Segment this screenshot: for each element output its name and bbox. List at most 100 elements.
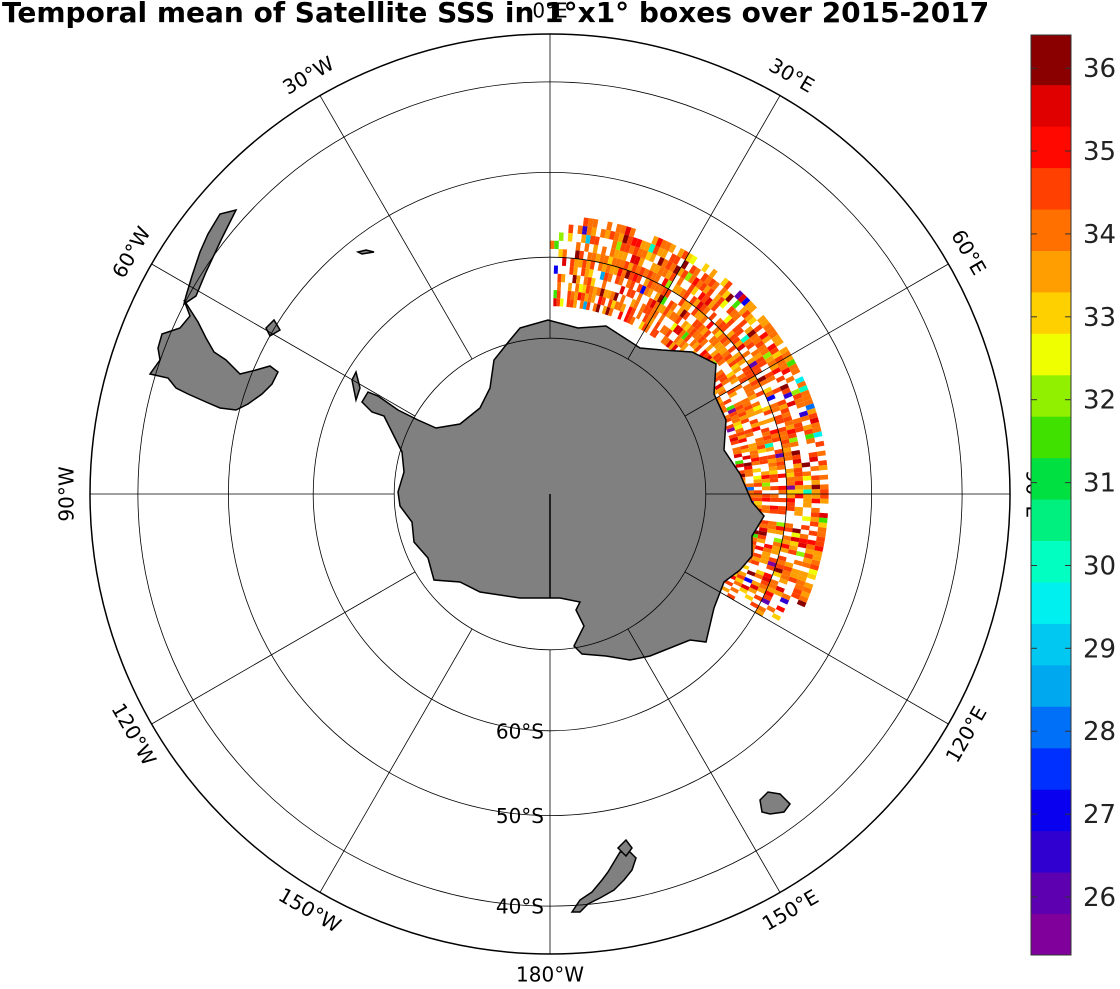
sss-cell <box>778 489 787 494</box>
sss-cell <box>801 561 811 569</box>
sss-cell <box>668 253 677 263</box>
sss-cell <box>753 497 763 502</box>
sss-cell <box>616 267 624 277</box>
sss-cell <box>789 540 799 547</box>
sss-cell <box>802 557 813 564</box>
sss-cell <box>613 266 620 276</box>
sss-cell <box>767 359 777 368</box>
sss-cell <box>719 375 728 383</box>
sss-cell <box>734 424 743 431</box>
sss-cell <box>622 234 629 244</box>
sss-cell <box>737 570 747 577</box>
sss-cell <box>636 248 644 258</box>
figure-title: Temporal mean of Satellite SSS in 1°x1° … <box>2 0 990 29</box>
sss-cell <box>757 343 767 353</box>
colorbar-tick-label: 30 <box>1083 552 1116 582</box>
sss-cell <box>781 443 791 449</box>
parallel-label: 60°S <box>496 719 544 743</box>
sss-cell <box>583 276 589 286</box>
sss-cell <box>740 444 749 450</box>
sss-cell <box>778 485 787 490</box>
sss-cell <box>803 498 812 504</box>
sss-cell <box>812 554 822 562</box>
sss-cell <box>763 438 773 445</box>
sss-cell <box>762 486 771 491</box>
sss-cell <box>749 332 759 342</box>
sss-cell <box>573 291 579 300</box>
sss-cell <box>757 605 767 613</box>
sss-cell <box>740 334 750 344</box>
sss-cell <box>818 464 828 471</box>
sss-cell <box>599 288 605 297</box>
meridian-label: 180°W <box>516 963 584 987</box>
sss-cell <box>681 342 690 351</box>
sss-cell <box>758 583 768 591</box>
sss-cell <box>714 317 724 327</box>
sss-cell <box>636 292 644 302</box>
sss-cell <box>610 300 617 309</box>
sss-cell <box>689 255 698 265</box>
sss-cell <box>627 262 634 272</box>
sss-cell <box>787 432 797 439</box>
sss-cell <box>613 292 620 302</box>
sss-cell <box>761 482 771 487</box>
sss-cell <box>767 560 777 568</box>
sss-cell <box>747 442 757 449</box>
sss-cell <box>698 282 708 292</box>
sss-cell <box>742 383 752 391</box>
sss-cell <box>767 458 777 464</box>
sss-cell <box>789 572 799 580</box>
sss-cell <box>729 436 739 443</box>
sss-cell <box>802 586 812 594</box>
sss-cell <box>633 255 641 266</box>
sss-cell <box>753 367 763 376</box>
sss-cell <box>652 310 660 320</box>
sss-cell <box>679 288 687 298</box>
sss-cell <box>719 299 729 309</box>
sss-cell <box>764 355 775 364</box>
sss-cell <box>749 418 759 425</box>
sss-cell <box>592 286 598 296</box>
sss-cell <box>670 302 678 312</box>
sss-cell <box>663 337 671 346</box>
sss-cell <box>786 476 795 482</box>
sss-cell <box>753 479 762 484</box>
sss-cell <box>820 489 829 494</box>
sss-cell <box>778 577 789 585</box>
sss-cell <box>770 432 780 439</box>
sss-cell <box>774 448 784 455</box>
sss-cell <box>745 407 755 415</box>
sss-cell <box>713 341 723 350</box>
sss-cell <box>642 268 650 278</box>
sss-cell <box>734 577 744 584</box>
sss-cell <box>762 386 773 394</box>
sss-cell <box>738 376 748 384</box>
colorbar-tick-label: 27 <box>1083 800 1116 830</box>
sss-cell <box>588 285 595 295</box>
sss-cell <box>740 397 750 405</box>
sss-cell <box>587 218 594 228</box>
colorbar: 26 27 28 29 30 31 32 33 34 35 36 <box>1030 34 1116 956</box>
sss-cell <box>728 359 738 368</box>
meridian-line <box>627 95 781 360</box>
sss-cell <box>795 489 804 494</box>
sss-cell <box>817 526 827 533</box>
sss-cell <box>786 506 795 512</box>
sss-cell <box>623 313 630 323</box>
sss-cell <box>717 332 726 342</box>
sss-cell <box>592 244 599 254</box>
sss-cell <box>659 324 667 334</box>
sss-cell <box>761 478 770 483</box>
sss-cell <box>621 251 629 261</box>
sss-cell <box>811 475 820 481</box>
sss-cell <box>743 404 753 412</box>
sss-cell <box>781 593 791 601</box>
sss-cell <box>620 268 628 278</box>
sss-cell <box>699 315 709 325</box>
sss-cell <box>715 369 724 377</box>
sss-cell <box>729 411 738 418</box>
sss-cell <box>726 318 736 327</box>
sss-cell <box>685 252 694 263</box>
sss-cell <box>701 263 710 273</box>
sss-cell <box>820 498 829 504</box>
